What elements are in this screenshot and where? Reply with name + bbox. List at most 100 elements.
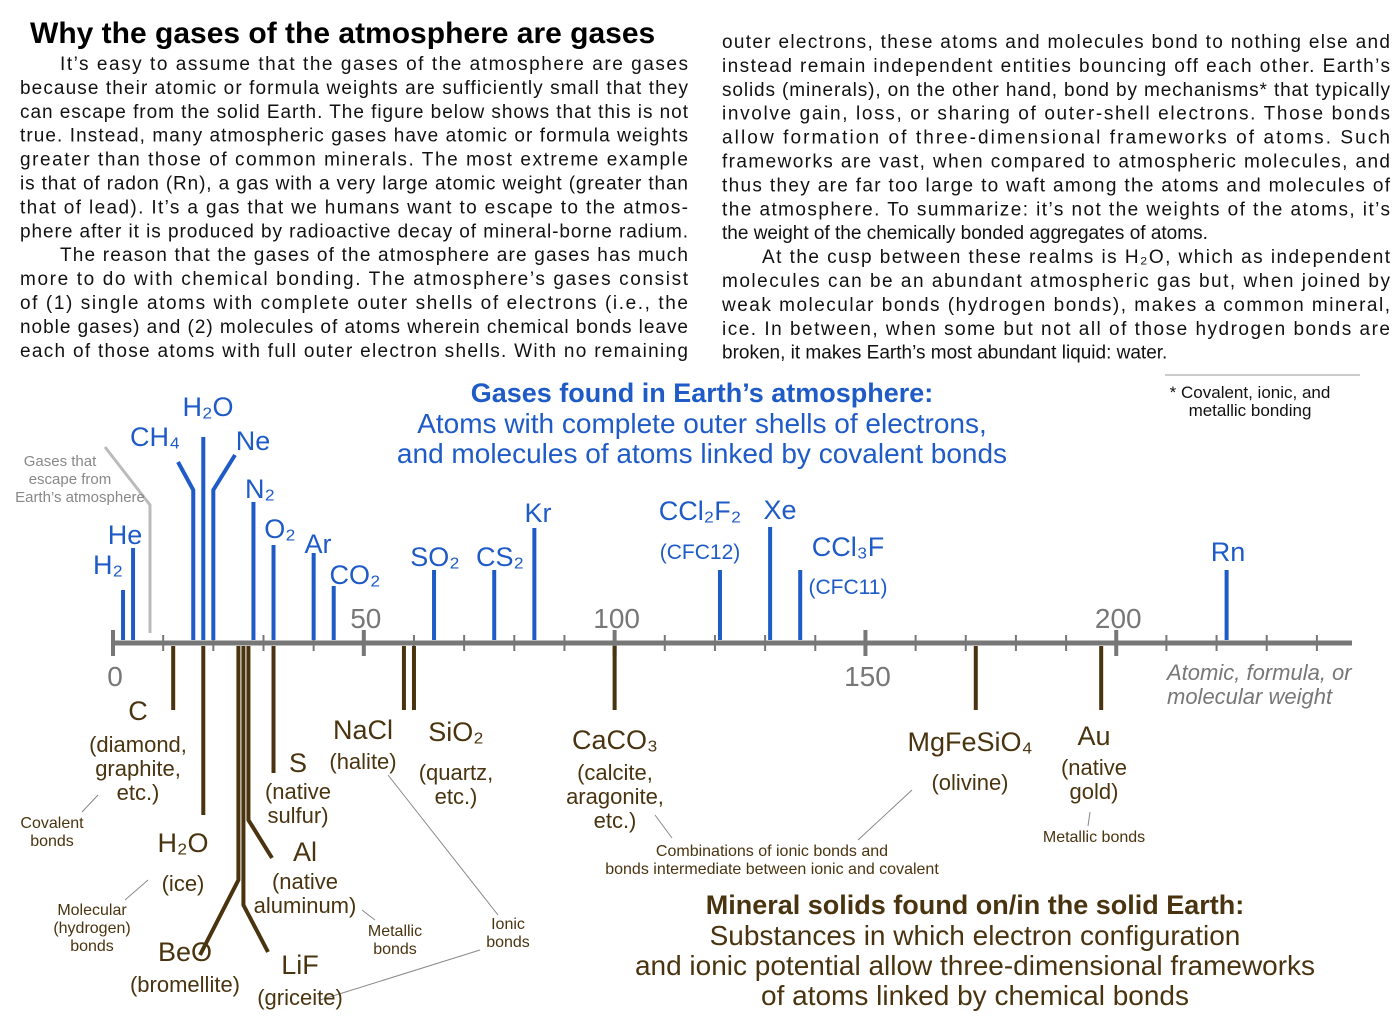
leader <box>124 879 149 901</box>
gas-label: CCl₂F₂ <box>659 496 741 526</box>
bond-note: bonds <box>30 833 74 850</box>
leader <box>319 909 481 1001</box>
body-line: molecules can be an abundant atmospheric… <box>722 271 1391 292</box>
gas-label: SO₂ <box>410 542 460 572</box>
tick-label: 200 <box>1095 603 1142 634</box>
body-line: each of those atoms with full outer elec… <box>20 341 688 362</box>
mineral-name: sulfur) <box>267 803 328 828</box>
leader <box>1087 811 1091 827</box>
leader <box>387 774 499 916</box>
mineral-label: S <box>289 748 307 778</box>
gas-note: (CFC12) <box>660 541 741 564</box>
gas-label: CH₄ <box>130 422 180 452</box>
body-line: noble gases) and (2) molecules of atoms … <box>20 317 688 338</box>
gas-label: Ne <box>236 426 271 456</box>
footnote: metallic bonding <box>1189 401 1312 420</box>
bond-note: bonds <box>486 934 530 951</box>
leader <box>654 789 913 841</box>
mineral-bar <box>246 646 274 860</box>
bond-note: (hydrogen) <box>53 920 130 937</box>
gas-bar <box>176 461 196 640</box>
mineral-label: LiF <box>281 950 319 980</box>
gas-label: Kr <box>525 498 552 528</box>
escape-line <box>103 446 152 633</box>
bond-note: Molecular <box>57 902 127 919</box>
mineral-name: etc.) <box>435 784 478 809</box>
body-line: outer electrons, these atoms and molecul… <box>722 32 1390 53</box>
tick-label: 50 <box>350 603 381 634</box>
gas-label: O₂ <box>264 514 295 544</box>
gas-label: H₂O <box>183 392 234 422</box>
gas-label: CO₂ <box>330 560 381 590</box>
gas-label: H₂ <box>93 550 123 580</box>
body-line: that of lead). It’s a gas that we humans… <box>20 197 688 218</box>
mineral-name: etc.) <box>117 780 160 805</box>
gases-heading: Gases found in Earth’s atmosphere: <box>471 378 934 408</box>
mineral-label: H₂O <box>158 828 209 858</box>
mineral-bar <box>198 646 241 956</box>
mineral-label: C <box>128 696 148 726</box>
axis-label: molecular weight <box>1167 684 1333 709</box>
gas-label: Ar <box>305 529 332 559</box>
body-line: weak molecular bonds (hydrogen bonds), m… <box>721 295 1390 316</box>
leader <box>81 794 99 813</box>
body-line: of (1) single atoms with complete outer … <box>20 293 688 314</box>
gas-label: He <box>108 520 143 550</box>
body-line: true. Instead, many atmospheric gases ha… <box>20 126 688 147</box>
tick-label: 100 <box>593 603 640 634</box>
body-line: the weight of the chemically bonded aggr… <box>722 223 1208 244</box>
body-line: involve gain, loss, or sharing of outer-… <box>722 104 1390 125</box>
mineral-name: aragonite, <box>566 784 664 809</box>
mineral-name: (griceite) <box>257 985 343 1010</box>
body-line: frameworks are vast, when compared to at… <box>722 152 1390 173</box>
minerals-subheading: and ionic potential allow three-dimensio… <box>635 950 1315 981</box>
mineral-name: (native <box>265 779 331 804</box>
bond-note: Covalent <box>20 815 84 832</box>
bond-note: Ionic <box>491 916 525 933</box>
mineral-name: (calcite, <box>577 760 653 785</box>
bond-note: Combinations of ionic bonds and <box>656 843 888 860</box>
gas-note: (CFC11) <box>809 576 888 599</box>
body-line: The reason that the gases of the atmosph… <box>60 245 688 266</box>
gas-bar <box>211 453 237 640</box>
body-line: allow formation of three-dimensional fra… <box>722 128 1390 149</box>
bond-note: bonds <box>70 938 114 955</box>
escape-note: Earth’s atmosphere <box>15 489 145 506</box>
mineral-label: BeO <box>158 937 212 967</box>
mineral-label: NaCl <box>333 715 393 745</box>
escape-note: escape from <box>29 471 112 488</box>
mineral-name: etc.) <box>594 808 637 833</box>
body-line: ice. In between, when some but not all o… <box>722 319 1390 340</box>
body-line: greater than those of common minerals. T… <box>20 150 688 171</box>
mineral-name: (ice) <box>162 871 205 896</box>
mineral-name: (diamond, <box>89 732 187 757</box>
footnote: * Covalent, ionic, and <box>1170 383 1331 402</box>
body-line: the atmosphere. To summarize: it’s not t… <box>722 199 1390 220</box>
bond-note: Metallic bonds <box>1043 829 1145 846</box>
body-line: instead remain independent entities boun… <box>722 56 1390 77</box>
mineral-name: (quartz, <box>419 760 494 785</box>
mineral-name: (bromellite) <box>130 972 240 997</box>
escape-note: Gases that <box>24 453 97 470</box>
mineral-bar <box>241 646 270 953</box>
mineral-label: Au <box>1077 721 1110 751</box>
body-line: more to do with chemical bonding. The at… <box>20 269 689 290</box>
body-line: solids (minerals), on the other hand, bo… <box>722 80 1391 101</box>
tick-label: 0 <box>107 661 123 692</box>
gases-subheading: Atoms with complete outer shells of elec… <box>417 408 987 439</box>
bond-note: bonds intermediate between ionic and cov… <box>605 861 939 878</box>
body-line: thus they are far too large to waft amon… <box>722 175 1391 196</box>
bond-note: bonds <box>373 941 417 958</box>
body-line: because their atomic or formula weights … <box>20 78 689 99</box>
tick-label: 150 <box>844 661 891 692</box>
mineral-name: (olivine) <box>931 770 1008 795</box>
axis-label: Atomic, formula, or <box>1165 660 1353 685</box>
title: Why the gases of the atmosphere are gase… <box>30 17 655 50</box>
minerals-heading: Mineral solids found on/in the solid Ear… <box>706 890 1245 920</box>
mineral-name: (native <box>1061 755 1127 780</box>
mineral-label: CaCO₃ <box>572 725 658 755</box>
body-line: broken, it makes Earth’s most abundant l… <box>722 343 1167 364</box>
minerals-subheading: Substances in which electron configurati… <box>710 920 1241 951</box>
